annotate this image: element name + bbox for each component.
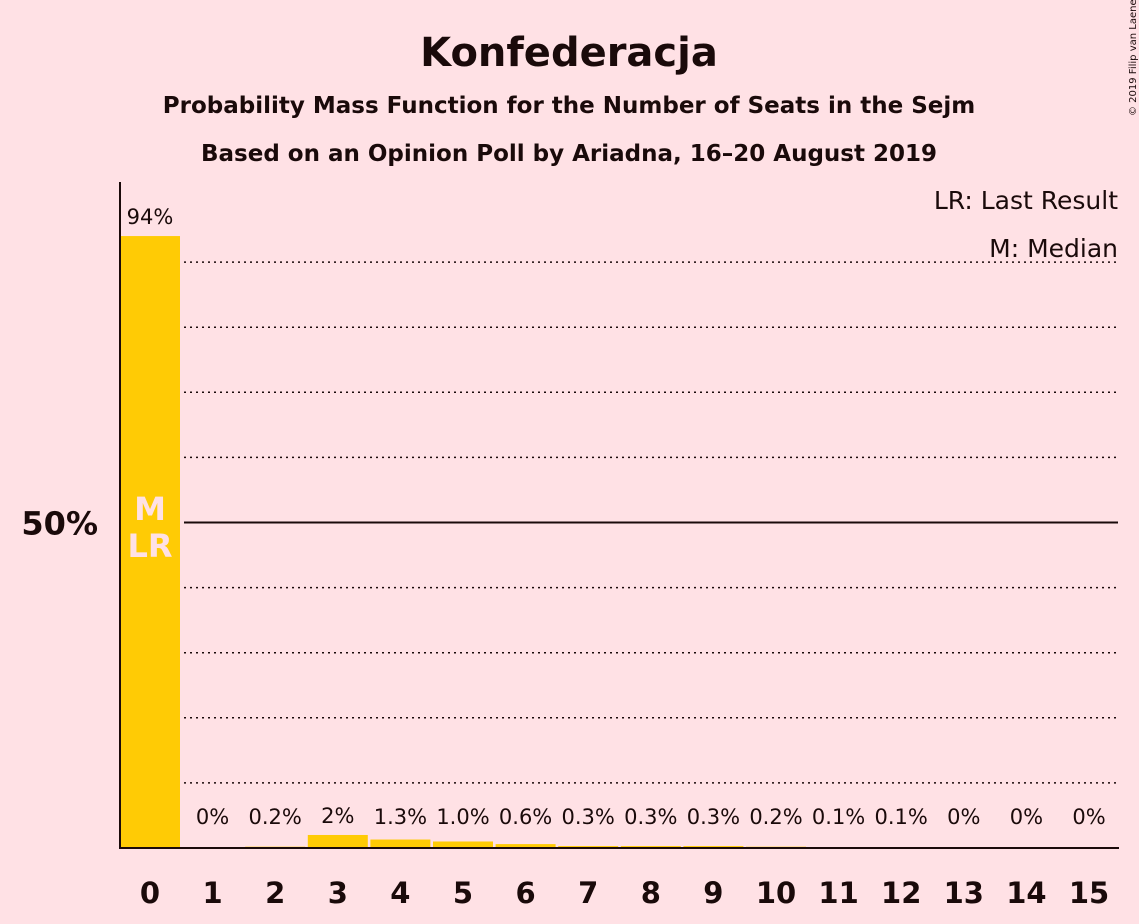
data-label-9: 0.3% <box>687 805 740 829</box>
data-label-1: 0% <box>196 805 229 829</box>
x-tick-1: 1 <box>203 876 223 910</box>
data-label-0: 94% <box>127 205 174 229</box>
data-label-2: 0.2% <box>249 805 302 829</box>
legend-last-result: LR: Last Result <box>934 186 1118 215</box>
data-label-13: 0% <box>947 805 980 829</box>
data-label-5: 1.0% <box>436 805 489 829</box>
data-label-7: 0.3% <box>562 805 615 829</box>
x-tick-3: 3 <box>328 876 348 910</box>
x-tick-13: 13 <box>944 876 984 910</box>
bar-0 <box>120 236 180 848</box>
data-label-8: 0.3% <box>624 805 677 829</box>
x-tick-5: 5 <box>453 876 473 910</box>
bar-markers: MLR <box>127 490 172 565</box>
y-tick-50: 50% <box>21 505 98 543</box>
x-tick-10: 10 <box>756 876 796 910</box>
x-tick-6: 6 <box>516 876 536 910</box>
bar-3 <box>307 834 368 848</box>
bar-6 <box>495 844 556 848</box>
chart-title: Konfederacja <box>420 30 718 76</box>
gridlines <box>184 261 1118 784</box>
data-labels: 94% 0% 0.2% 2% 1.3% 1.0% 0.6% 0.3% 0.3% 0.3% 0.2% 0… <box>127 205 1106 829</box>
x-tick-4: 4 <box>390 876 410 910</box>
data-label-12: 0.1% <box>875 805 928 829</box>
data-label-15: 0% <box>1072 805 1105 829</box>
chart-subtitle-1: Probability Mass Function for the Number… <box>163 93 975 119</box>
bar-marker-lr: LR <box>127 527 172 565</box>
x-tick-15: 15 <box>1069 876 1109 910</box>
data-label-4: 1.3% <box>374 805 427 829</box>
y-axis-ticks: 50% <box>21 505 98 543</box>
bar-5 <box>433 841 493 848</box>
chart-subtitle-2: Based on an Opinion Poll by Ariadna, 16–… <box>201 141 937 167</box>
copyright-notice: © 2019 Filip van Laenen <box>1128 0 1139 116</box>
x-tick-8: 8 <box>641 876 661 910</box>
data-label-3: 2% <box>321 804 354 828</box>
x-tick-7: 7 <box>578 876 598 910</box>
bar-4 <box>370 839 431 848</box>
x-tick-14: 14 <box>1006 876 1046 910</box>
x-tick-2: 2 <box>265 876 285 910</box>
x-tick-9: 9 <box>703 876 723 910</box>
bars <box>120 236 932 848</box>
x-tick-12: 12 <box>881 876 921 910</box>
data-label-11: 0.1% <box>812 805 865 829</box>
data-label-10: 0.2% <box>749 805 802 829</box>
x-tick-11: 11 <box>818 876 858 910</box>
data-label-14: 0% <box>1010 805 1043 829</box>
x-axis-ticks: 0 1 2 3 4 5 6 7 8 9 10 11 12 13 14 15 <box>140 876 1109 910</box>
data-label-6: 0.6% <box>499 805 552 829</box>
x-tick-0: 0 <box>140 876 160 910</box>
legend-median: M: Median <box>989 234 1118 263</box>
bar-marker-m: M <box>134 490 166 528</box>
